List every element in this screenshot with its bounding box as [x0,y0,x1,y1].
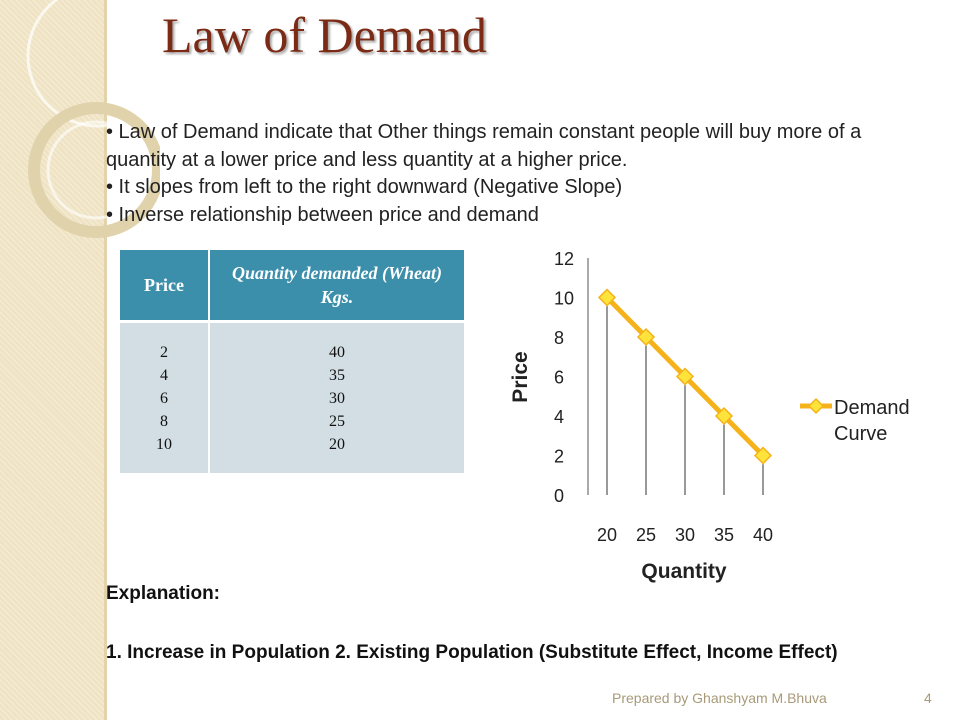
y-tick-label: 10 [554,289,574,309]
quantity-cell: 40 35 30 25 20 [209,320,464,473]
y-tick-label: 0 [554,486,564,506]
data-point [675,367,695,386]
explanation-text: 1. Increase in Population 2. Existing Po… [106,642,838,663]
table-header-quantity-text: Quantity demanded (Wheat) Kgs. [232,263,442,307]
x-tick-label: 40 [753,525,773,545]
bullet-list: • Law of Demand indicate that Other thin… [106,119,926,229]
y-tick-label: 12 [554,249,574,269]
price-value: 8 [160,412,168,430]
legend-label-line1: Demand [834,397,910,419]
data-point [753,446,773,465]
data-point [714,406,734,426]
bullet-item: • Law of Demand indicate that Other thin… [106,121,862,171]
quantity-value: 40 [329,343,345,361]
legend-label-line2: Curve [834,423,887,445]
quantity-value: 35 [329,366,345,384]
y-tick-label: 2 [554,447,564,467]
price-cell: 2 4 6 8 10 [120,320,210,473]
footer-credit: Prepared by Ghanshyam M.Bhuva [612,690,827,706]
price-value: 10 [156,435,172,453]
y-tick-label: 4 [554,407,564,427]
slide-title: Law of Demand [162,7,487,63]
quantity-value: 25 [329,412,345,430]
x-axis-title: Quantity [641,560,726,583]
bullet-item: • It slopes from left to the right downw… [106,176,623,198]
table-header-price: Price [120,250,210,322]
table-row: 2 4 6 8 10 40 35 30 25 20 [120,320,464,473]
quantity-value: 30 [329,389,345,407]
page-number: 4 [924,690,932,706]
demand-curve-chart: 0 2 4 6 8 10 12 20 25 30 35 40 Quantity Price Demand Cu… [509,249,910,583]
decorative-rings [26,0,160,238]
price-value: 6 [160,389,168,407]
x-tick-label: 25 [636,525,656,545]
y-axis-title: Price [509,351,532,402]
data-point [597,288,617,307]
x-tick-label: 35 [714,525,734,545]
x-tick-label: 20 [597,525,617,545]
price-value: 4 [160,366,168,384]
explanation-heading: Explanation: [106,583,221,604]
data-point [636,327,656,347]
table-header-quantity: Quantity demanded (Wheat) Kgs. [209,250,464,322]
price-value: 2 [160,343,168,361]
y-tick-label: 8 [554,328,564,348]
x-tick-label: 30 [675,525,695,545]
quantity-value: 20 [329,435,345,453]
bullet-item: • Inverse relationship between price and… [106,203,539,226]
legend-marker [807,397,825,415]
y-tick-label: 6 [554,368,564,388]
decorative-strip-edge [104,0,107,720]
demand-schedule-table: Price Quantity demanded (Wheat) Kgs. 2 4… [120,250,464,473]
